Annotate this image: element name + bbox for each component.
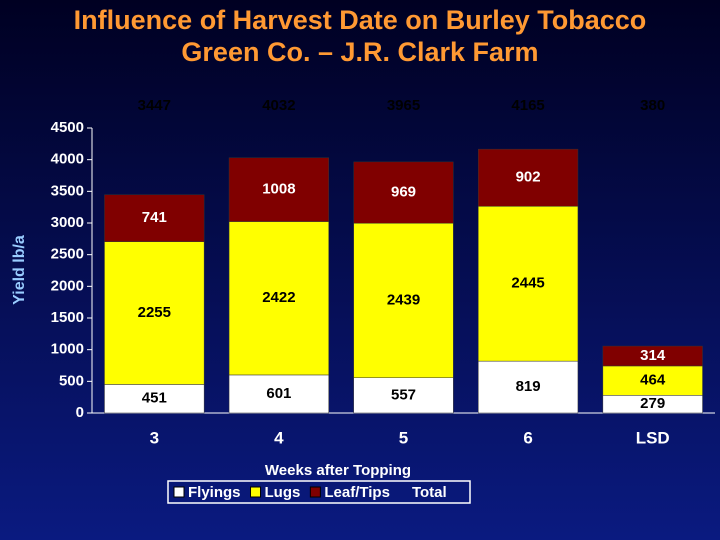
y-tick-label: 4000 — [51, 151, 84, 168]
x-axis-label: Weeks after Topping — [265, 462, 411, 479]
y-tick-label: 4500 — [51, 119, 84, 136]
data-label: 279 — [640, 395, 665, 412]
legend-swatch — [173, 486, 185, 498]
data-label: 819 — [516, 378, 541, 395]
data-label: 314 — [640, 347, 666, 364]
legend-swatch — [250, 486, 262, 498]
data-label: 969 — [391, 184, 416, 201]
data-label: 2422 — [262, 289, 295, 306]
x-tick-label: 5 — [399, 428, 408, 447]
bar-segment — [478, 360, 579, 414]
total-label: 3965 — [387, 97, 420, 114]
bar-segment — [104, 194, 205, 242]
data-label: 451 — [142, 390, 167, 407]
bar-segment — [228, 374, 329, 414]
total-label: 380 — [640, 97, 665, 114]
data-label: 2439 — [387, 291, 420, 308]
y-axis-label: Yield lb/a — [11, 235, 28, 305]
y-tick-label: 0 — [76, 404, 84, 421]
bar-segment — [353, 161, 454, 224]
x-tick-label: 6 — [523, 428, 532, 447]
x-tick-label: 3 — [150, 428, 159, 447]
y-tick-label: 1000 — [51, 341, 84, 358]
data-label: 2255 — [138, 304, 171, 321]
data-label: 557 — [391, 386, 416, 403]
legend-label: Flyings — [188, 484, 241, 501]
y-tick-label: 3000 — [51, 214, 84, 231]
y-tick-label: 3500 — [51, 182, 84, 199]
y-tick-label: 1500 — [51, 309, 84, 326]
legend-swatch — [309, 486, 321, 498]
x-tick-label: LSD — [636, 428, 670, 447]
legend-frame — [167, 480, 471, 504]
data-label: 1008 — [262, 181, 295, 198]
data-label: 2445 — [511, 275, 544, 292]
y-tick-label: 2000 — [51, 277, 84, 294]
bar-segment — [228, 157, 329, 222]
bar-segment — [353, 377, 454, 414]
bar-segment — [104, 384, 205, 414]
y-tick-label: 2500 — [51, 246, 84, 263]
title-box: Influence of Harvest Date on Burley Toba… — [73, 5, 647, 67]
legend-label: Total — [412, 484, 447, 501]
legend-label: Lugs — [265, 484, 301, 501]
chart-title: Influence of Harvest Date on Burley Toba… — [73, 5, 647, 67]
total-label: 3447 — [138, 97, 171, 114]
x-tick-label: 4 — [274, 428, 284, 447]
data-label: 601 — [266, 385, 291, 402]
total-label: 4032 — [262, 97, 295, 114]
bar-segment — [228, 221, 329, 376]
data-label: 902 — [516, 169, 541, 186]
legend-label: Leaf/Tips — [324, 484, 390, 501]
y-tick-label: 500 — [59, 372, 84, 389]
bar-segment — [478, 206, 579, 362]
bar-segment — [602, 345, 703, 367]
data-label: 464 — [640, 372, 666, 389]
bar-segment — [602, 365, 703, 396]
bar-segment — [478, 148, 579, 207]
total-label: 4165 — [511, 97, 544, 114]
data-label: 741 — [142, 209, 167, 226]
